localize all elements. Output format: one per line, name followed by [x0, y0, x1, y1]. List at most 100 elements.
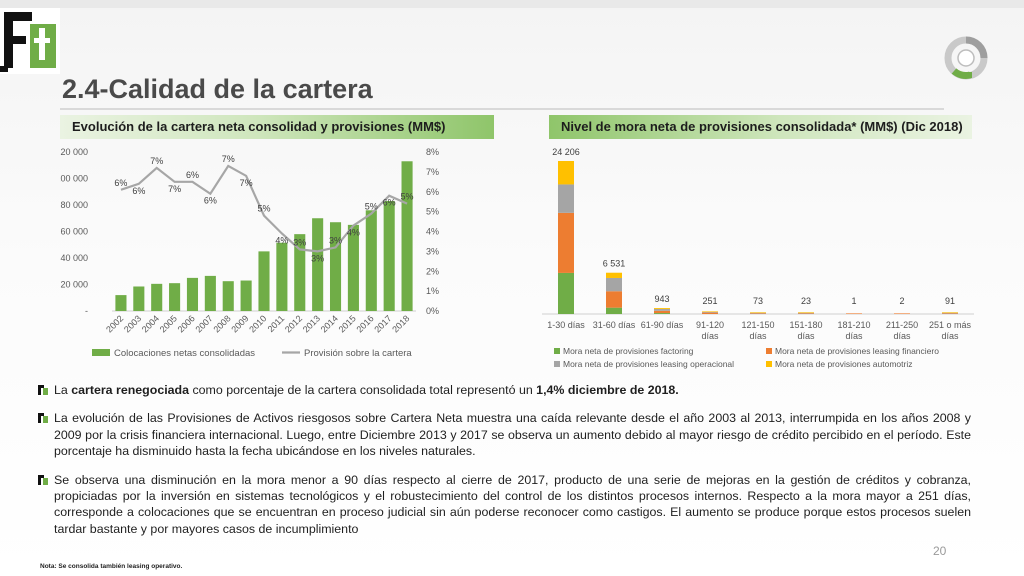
legend-label: Mora neta de provisiones factoring — [563, 346, 694, 356]
x-tick-label: 31-60 días — [593, 320, 636, 330]
y-right-tick-label: 5% — [426, 207, 439, 217]
x-tick-label: 2005 — [158, 313, 179, 334]
x-tick-label: 2009 — [229, 313, 250, 334]
legend-swatch — [554, 361, 560, 367]
bar-colocaciones — [276, 242, 288, 311]
line-data-label: 5% — [257, 204, 270, 214]
x-tick-label: 2017 — [372, 313, 393, 334]
stacked-bar-segment — [702, 312, 718, 313]
bar-colocaciones — [347, 224, 359, 311]
y-right-tick-label: 0% — [426, 306, 439, 316]
bar-total-label: 6 531 — [603, 259, 626, 269]
stacked-bar-segment — [558, 161, 574, 185]
stacked-bar-segment — [702, 311, 718, 313]
bullet-bold-porcentaje: 1,4% diciembre de 2018. — [536, 383, 679, 397]
line-data-label: 7% — [150, 156, 163, 166]
y-right-tick-label: 2% — [426, 266, 439, 276]
bar-colocaciones — [258, 251, 270, 311]
x-tick-label: 181-210 — [837, 320, 870, 330]
x-tick-label: 2002 — [104, 313, 125, 334]
line-data-label: 6% — [114, 178, 127, 188]
x-tick-label: 151-180 — [789, 320, 822, 330]
x-tick-label: días — [941, 331, 959, 341]
bar-colocaciones — [186, 277, 199, 311]
line-data-label: 7% — [240, 178, 253, 188]
legend-swatch-colocaciones — [92, 349, 110, 356]
legend-swatch — [766, 348, 772, 354]
bar-total-label: 943 — [654, 294, 669, 304]
x-tick-label: días — [893, 331, 911, 341]
stacked-bar-segment — [894, 313, 910, 314]
stacked-bar-segment — [750, 312, 766, 313]
stacked-bar-segment — [558, 272, 574, 314]
bar-total-label: 251 — [702, 296, 717, 306]
legend-label: Mora neta de provisiones leasing financi… — [775, 346, 939, 356]
x-tick-label: 2012 — [283, 313, 304, 334]
legend-label: Mora neta de provisiones automotriz — [775, 359, 913, 369]
bar-colocaciones — [401, 161, 413, 311]
title-divider — [60, 108, 944, 110]
line-data-label: 6% — [132, 186, 145, 196]
legend-swatch — [766, 361, 772, 367]
y-left-tick-label: 20 000 — [60, 280, 88, 290]
y-right-tick-label: 4% — [426, 227, 439, 237]
x-tick-label: días — [749, 331, 767, 341]
x-tick-label: días — [845, 331, 863, 341]
bar-colocaciones — [365, 210, 377, 311]
footnote: Nota: Se consolida también leasing opera… — [40, 563, 183, 570]
bar-total-label: 2 — [899, 296, 904, 306]
y-right-tick-label: 6% — [426, 187, 439, 197]
legend-label-provision: Provisión sobre la cartera — [304, 348, 412, 359]
legend-label: Mora neta de provisiones leasing operaci… — [563, 359, 734, 369]
line-data-label: 7% — [168, 184, 181, 194]
bar-total-label: 91 — [945, 296, 955, 306]
top-bar — [0, 0, 1024, 8]
cycle-icon — [944, 36, 988, 80]
bullet-list: La cartera renegociada como porcentaje d… — [37, 382, 971, 549]
y-left-tick-label: 120 000 — [60, 147, 88, 157]
stacked-bar-segment — [654, 313, 670, 314]
bar-colocaciones — [383, 201, 395, 311]
ft-logo — [0, 8, 60, 74]
stacked-bar-segment — [654, 310, 670, 314]
bullet-text: La evolución de las Provisiones de Activ… — [54, 411, 971, 459]
x-tick-label: días — [701, 331, 719, 341]
bullet-text-pre: La — [54, 383, 72, 397]
stacked-bar-segment — [798, 312, 814, 313]
bullet-text: Se observa una disminución en la mora me… — [54, 472, 971, 536]
stacked-bar-segment — [606, 277, 622, 292]
line-data-label: 5% — [365, 202, 378, 212]
stacked-bar-segment — [606, 291, 622, 308]
line-data-label: 5% — [401, 192, 414, 202]
legend-swatch — [554, 348, 560, 354]
ft-bullet-icon — [37, 473, 49, 486]
stacked-bar-segment — [942, 312, 958, 313]
line-data-label: 6% — [204, 196, 217, 206]
stacked-bar-segment — [606, 307, 622, 314]
bar-total-label: 24 206 — [552, 147, 580, 157]
y-left-tick-label: 100 000 — [60, 174, 88, 184]
stacked-bar-segment — [798, 312, 814, 314]
y-left-tick-label: - — [85, 306, 88, 316]
stacked-bar-segment — [846, 313, 862, 314]
stacked-bar-segment — [750, 312, 766, 314]
page-number: 20 — [933, 544, 947, 558]
line-data-label: 3% — [311, 253, 324, 263]
bar-colocaciones — [240, 280, 252, 311]
bullet-text-mid: como porcentaje de la cartera consolidad… — [189, 383, 537, 397]
line-data-label: 4% — [347, 228, 360, 238]
stacked-bar-segment — [558, 212, 574, 273]
y-left-tick-label: 60 000 — [60, 227, 88, 237]
x-tick-label: 1-30 días — [547, 320, 585, 330]
bar-colocaciones — [204, 275, 216, 311]
bar-colocaciones — [329, 222, 342, 311]
stacked-bar-segment — [654, 308, 670, 309]
x-tick-label: 2011 — [266, 313, 287, 334]
x-tick-label: 2016 — [354, 313, 375, 334]
line-provision — [120, 164, 408, 253]
y-right-tick-label: 8% — [426, 147, 439, 157]
bar-total-label: 23 — [801, 296, 811, 306]
x-tick-label: 2015 — [337, 313, 358, 334]
bar-colocaciones — [115, 295, 127, 311]
x-tick-label: 2014 — [319, 313, 340, 334]
